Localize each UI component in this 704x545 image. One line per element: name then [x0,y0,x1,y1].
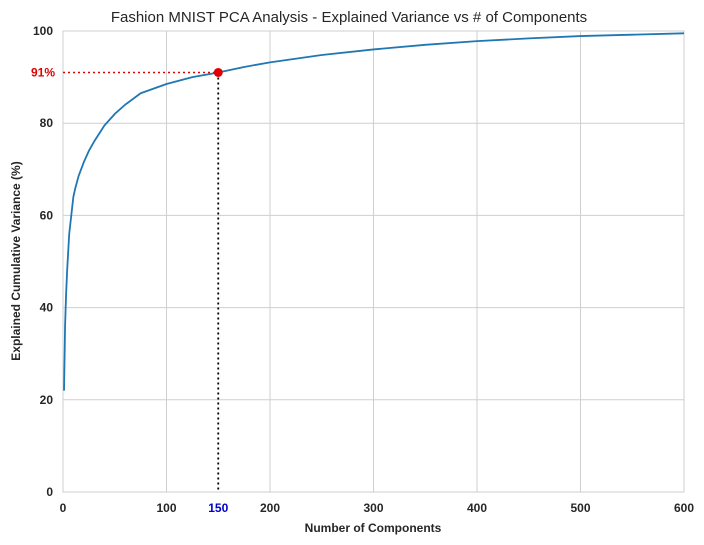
y-tick-label: 100 [33,24,53,38]
variance-curve [63,32,685,391]
highlight-layer: 91% 150 [31,65,229,515]
chart-title: Fashion MNIST PCA Analysis - Explained V… [111,9,587,26]
highlight-marker [213,67,223,77]
x-tick-label: 200 [260,501,280,515]
line-layer [63,32,685,391]
x-tick-label: 500 [570,501,590,515]
highlight-y-label: 91% [31,65,55,79]
grid-layer [62,30,685,493]
x-tick-label: 600 [674,501,694,515]
y-tick-label: 20 [40,393,54,407]
y-tick-label: 60 [40,208,54,222]
y-tick-label: 80 [40,116,54,130]
x-tick-label: 100 [156,501,176,515]
y-tick-label: 40 [40,301,54,315]
y-tick-label: 0 [46,485,53,499]
y-axis-label: Explained Cumulative Variance (%) [9,161,23,360]
x-axis-label: Number of Components [305,521,442,535]
highlight-x-label: 150 [208,501,228,515]
x-tick-label: 300 [363,501,383,515]
x-tick-label: 0 [60,501,67,515]
tick-layer: 0 100 200 300 400 500 600 0 20 40 60 80 100 [33,24,694,515]
plot-frame [62,30,685,493]
x-tick-label: 400 [467,501,487,515]
